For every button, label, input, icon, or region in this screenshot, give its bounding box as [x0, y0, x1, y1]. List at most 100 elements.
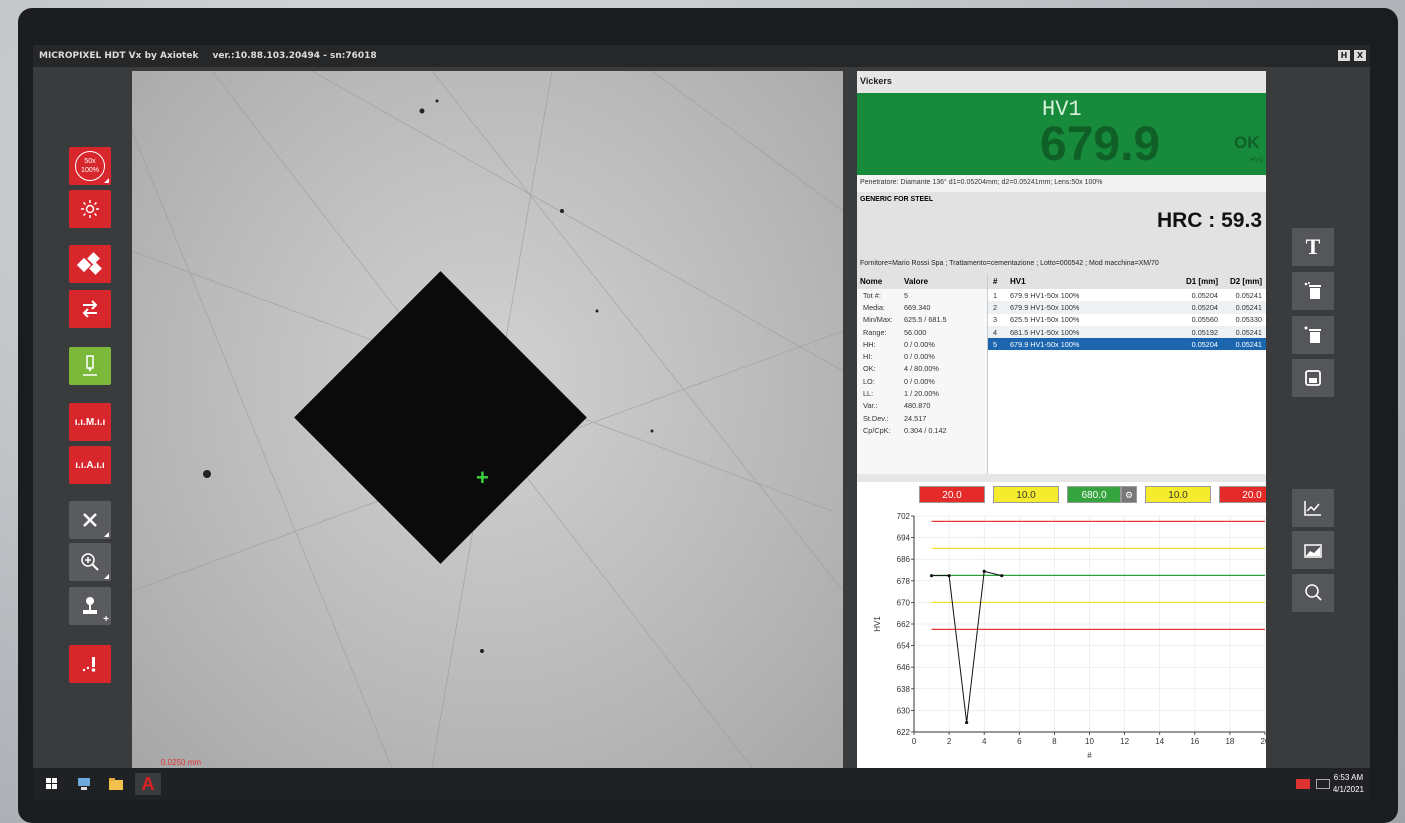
stats-name: LO: [863, 376, 875, 386]
measurement-row[interactable]: 4 681.5 HV1-50x 100% 0.05192 0.05241 [988, 325, 1266, 339]
save-icon [1305, 370, 1321, 386]
x-tick-label: 10 [1085, 737, 1094, 746]
stats-name: HH: [863, 339, 876, 349]
objective-button[interactable]: 50x 100% [69, 147, 111, 185]
hv1-data-point [929, 574, 934, 578]
delete-icon [1304, 326, 1321, 343]
manual-mode-button[interactable]: ı.ı.M.ı.ı [69, 403, 111, 441]
indenter-icon [83, 355, 97, 376]
brightness-button[interactable] [69, 190, 111, 228]
microscope-view[interactable]: + [132, 71, 843, 768]
histogram-button[interactable] [1292, 531, 1334, 569]
measure-d1: 0.05560 [1191, 315, 1218, 325]
y-tick-label: 622 [897, 728, 911, 737]
limit-target[interactable]: 680.0 [1067, 486, 1121, 503]
measurement-row[interactable]: 2 679.9 HV1-50x 100% 0.05204 0.05241 [988, 301, 1266, 314]
limit-lo[interactable]: 10.0 [993, 486, 1059, 503]
stats-name: LL: [863, 389, 874, 399]
result-box: HV1 679.9 OK HV1 [857, 93, 1266, 175]
minimize-button[interactable]: H [1338, 50, 1350, 61]
notification-icon[interactable] [1296, 779, 1310, 789]
x-tick-label: 14 [1155, 737, 1164, 746]
stats-value: 56.000 [904, 327, 927, 337]
stats-row: Range: 56.000 [857, 326, 987, 338]
x-axis-label: # [1087, 751, 1092, 760]
stats-value: 625.5 / 681.5 [904, 315, 947, 325]
stage-position-button[interactable]: + [69, 587, 111, 625]
measure-hv: 679.9 HV1-50x 100% [1010, 339, 1080, 349]
limit-ll[interactable]: 20.0 [919, 486, 985, 503]
alarm-button[interactable] [69, 645, 111, 683]
stats-row: HH: 0 / 0.00% [857, 338, 987, 350]
limit-hi[interactable]: 10.0 [1145, 486, 1211, 503]
hv1-data-point [947, 574, 951, 578]
stats-value: 480.870 [904, 401, 931, 411]
measurement-row[interactable]: 5 679.9 HV1-50x 100% 0.05204 0.05241 [988, 338, 1266, 351]
limit-hh[interactable]: 20.0 [1219, 486, 1266, 503]
title-bar: MICROPIXEL HDT Vx by Axiotek ver.:10.88.… [33, 45, 1370, 67]
measure-tools-button[interactable] [69, 245, 111, 283]
area-chart-icon [1304, 544, 1322, 558]
close-button[interactable]: X [1354, 50, 1366, 61]
keyboard-icon[interactable] [1316, 779, 1330, 789]
stats-row: OK: 4 / 80.00% [857, 363, 987, 375]
tools-icon [83, 513, 97, 527]
app-screen: MICROPIXEL HDT Vx by Axiotek ver.:10.88.… [33, 45, 1370, 800]
delete-all-button[interactable] [1292, 272, 1334, 310]
auto-mode-icon: ı.ı.A.ı.ı [75, 459, 105, 471]
measure-number: 1 [993, 290, 998, 300]
delete-button[interactable] [1292, 316, 1334, 354]
alert-icon [82, 657, 96, 672]
chart-plot: 622 630 638 646 654 662 670 678 686 694 702 0 2 4 6 8 10… [873, 512, 1266, 760]
save-button[interactable] [1292, 359, 1334, 397]
search-button[interactable] [1292, 574, 1334, 612]
stats-value: 4 / 80.00% [904, 364, 939, 374]
app-version: ver.:10.88.103.20494 - sn:76018 [212, 51, 377, 61]
measure-number: 3 [993, 315, 998, 325]
stats-name: HI: [863, 352, 873, 362]
stats-value: 0 / 0.00% [904, 339, 935, 349]
zoom-button[interactable] [69, 543, 111, 581]
indenter-button[interactable] [69, 347, 111, 385]
measurement-row[interactable]: 3 625.5 HV1-50x 100% 0.05560 0.05330 [988, 314, 1266, 326]
panel-divider [857, 474, 1266, 482]
x-tick-label: 6 [1017, 737, 1022, 746]
measurements-table: # HV1 D1 [mm] D2 [mm] 1 679.9 HV1-50x 100… [988, 274, 1266, 474]
stats-name: Min/Max: [863, 315, 893, 325]
axiotek-app-icon[interactable]: A [135, 773, 161, 795]
auto-mode-button[interactable]: ı.ı.A.ı.ı [69, 446, 111, 484]
swap-button[interactable] [69, 290, 111, 328]
stats-name: Tot #: [863, 290, 881, 300]
file-explorer-icon[interactable] [103, 773, 129, 795]
windows-start-icon[interactable] [39, 773, 65, 795]
objective-zoom: 100% [81, 167, 99, 174]
measure-number: 5 [993, 339, 998, 349]
stats-row: St.Dev.: 24.517 [857, 412, 987, 424]
measurement-row[interactable]: 1 679.9 HV1-50x 100% 0.05204 0.05241 [988, 289, 1266, 301]
measure-number: 4 [993, 327, 998, 337]
chart-view-button[interactable] [1292, 489, 1334, 527]
network-app-icon[interactable] [71, 773, 97, 795]
x-tick-label: 16 [1190, 737, 1199, 746]
measure-hv: 679.9 HV1-50x 100% [1010, 290, 1080, 300]
target-settings-icon[interactable]: ⚙ [1121, 486, 1137, 503]
zoom-in-icon [81, 553, 99, 571]
text-button[interactable]: T [1292, 228, 1334, 266]
stats-value: 1 / 20.00% [904, 389, 939, 399]
measure-d1: 0.05192 [1191, 327, 1218, 337]
line-chart-icon [1304, 501, 1321, 516]
y-tick-label: 654 [897, 642, 911, 651]
stats-value: 0 / 0.00% [904, 376, 935, 386]
stats-row: Media: 669.340 [857, 301, 987, 313]
objective-magnification: 50x [84, 158, 96, 165]
measure-d2: 0.05241 [1235, 302, 1262, 312]
stats-row: LL: 1 / 20.00% [857, 387, 987, 399]
stats-value: 5 [904, 290, 909, 300]
scale-bar-label: 0.0250 mm [161, 758, 202, 767]
stats-header-name: Nome [860, 277, 883, 286]
x-tick-label: 2 [947, 737, 952, 746]
stats-row: LO: 0 / 0.00% [857, 375, 987, 387]
settings-button[interactable] [69, 501, 111, 539]
measure-header-d2: D2 [mm] [1229, 277, 1262, 286]
system-clock[interactable]: 6:53 AM 4/1/2021 [1333, 772, 1364, 796]
